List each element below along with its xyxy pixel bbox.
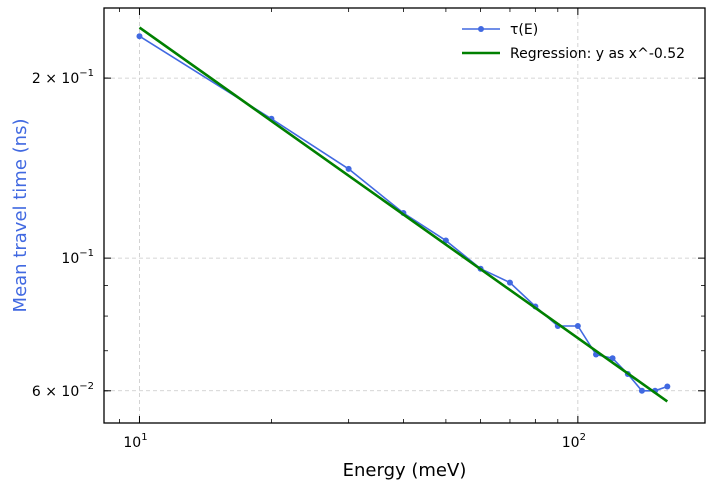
y-tick-label: 10−1 bbox=[61, 248, 94, 267]
y-tick-label-base: 6 × 10 bbox=[32, 384, 79, 400]
y-tick-label: 2 × 10−1 bbox=[32, 68, 94, 87]
x-tick-label-exponent: 2 bbox=[580, 432, 586, 443]
tau-data-point bbox=[506, 279, 513, 286]
plot-frame bbox=[103, 7, 706, 424]
x-tick-label-base: 10 bbox=[562, 435, 580, 451]
y-tick-label: 6 × 10−2 bbox=[32, 381, 94, 400]
x-axis-label: Energy (meV) bbox=[343, 460, 467, 481]
series-layer bbox=[136, 26, 671, 403]
legend: τ(E) Regression: y as x^-0.52 bbox=[462, 22, 685, 62]
y-tick-label-base: 2 × 10 bbox=[32, 71, 79, 87]
y-tick-label-exponent: −2 bbox=[79, 381, 94, 392]
y-tick-label-exponent: −1 bbox=[79, 68, 94, 79]
tau-data-point bbox=[345, 165, 352, 172]
y-tick-label-base: 10 bbox=[61, 251, 79, 267]
tau-data-point bbox=[664, 383, 671, 390]
regression-line bbox=[138, 26, 669, 403]
y-tick-label-exponent: −1 bbox=[79, 248, 94, 259]
legend-swatch-marker bbox=[478, 26, 484, 32]
legend-label: Regression: y as x^-0.52 bbox=[510, 46, 685, 62]
x-tick-label-exponent: 1 bbox=[141, 432, 147, 443]
x-tick-label-base: 10 bbox=[123, 435, 141, 451]
tau-data-point bbox=[136, 33, 143, 40]
tau-data-point bbox=[609, 355, 616, 362]
tau-data-point bbox=[638, 387, 645, 394]
y-axis-label: Mean travel time (ns) bbox=[10, 119, 31, 313]
tau-data-point bbox=[574, 323, 581, 330]
grid-layer bbox=[104, 8, 705, 423]
legend-label: τ(E) bbox=[510, 22, 538, 38]
x-tick-label: 101 bbox=[123, 432, 147, 451]
x-tick-label: 102 bbox=[562, 432, 586, 451]
